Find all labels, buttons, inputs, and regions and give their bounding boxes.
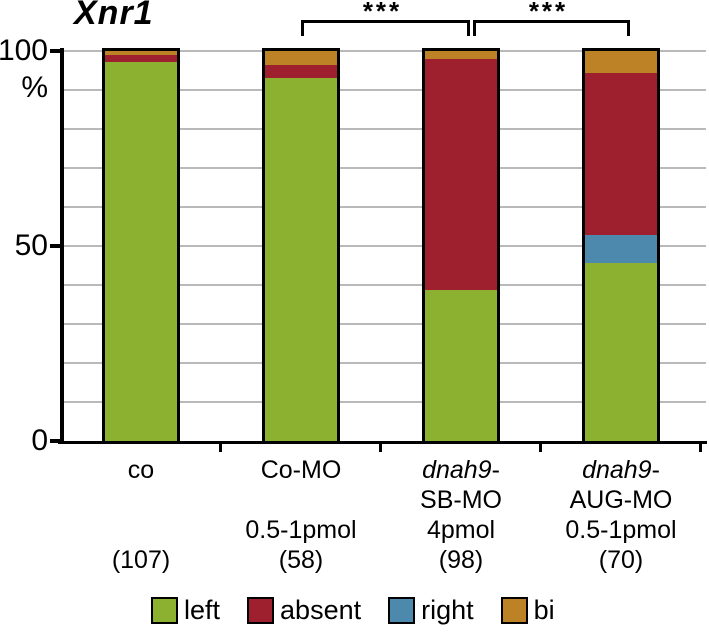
gridline-100: [60, 50, 706, 52]
y-tick-50: [50, 244, 60, 248]
legend-item-absent: absent: [247, 596, 361, 624]
x-label-text: (107): [111, 546, 171, 574]
bar-segment-absent-dnah9-SB-MO: [425, 58, 497, 290]
x-label-text: -: [651, 456, 660, 484]
legend-swatch-right: [388, 596, 416, 624]
significance-stars-1: ***: [362, 0, 403, 26]
bar-segment-absent-co: [105, 54, 177, 62]
bar-segment-bi-dnah9-AUG-MO: [585, 51, 657, 74]
x-label-co: co (107): [61, 455, 221, 575]
x-tick-2: [379, 441, 382, 452]
legend-label-right: right: [421, 595, 474, 625]
gridline-40: [60, 284, 706, 286]
x-label-text: 0.5-1pmol: [245, 516, 357, 544]
significance-stars-2: ***: [528, 0, 569, 26]
x-label-text: 4pmol: [426, 516, 496, 544]
y-axis-label-100: 100: [0, 34, 48, 67]
legend-label-absent: absent: [280, 595, 362, 625]
x-axis-line: [58, 441, 707, 444]
y-axis-line: [60, 48, 64, 444]
legend-label-bi: bi: [533, 595, 555, 625]
gridline-70: [60, 167, 706, 169]
bar-dnah9-AUG-MO: [582, 48, 660, 444]
x-label-text: (58): [278, 546, 324, 574]
x-tick-1: [219, 441, 222, 452]
bar-segment-bi-Co-MO: [265, 51, 337, 65]
bar-segment-left-dnah9-AUG-MO: [585, 262, 657, 441]
legend-swatch-absent: [247, 596, 275, 624]
x-label-co-row-4: (107): [61, 545, 221, 575]
bar-segment-bi-dnah9-SB-MO: [425, 51, 497, 59]
gridline-90: [60, 89, 706, 91]
bar-Co-MO: [262, 48, 340, 444]
x-label-Co-MO: Co-MO 0.5-1pmol (58): [221, 455, 381, 575]
legend-swatch-bi: [500, 596, 528, 624]
gridline-50: [60, 245, 706, 247]
x-label-text: -: [491, 456, 500, 484]
bar-segment-absent-dnah9-AUG-MO: [585, 73, 657, 236]
x-label-text: 0.5-1pmol: [565, 516, 677, 544]
y-axis-unit-percent: %: [21, 71, 48, 104]
x-label-Co-MO-row-4: (58): [221, 545, 381, 575]
legend: left absent right bi: [151, 596, 555, 624]
significance-bracket-1: [301, 20, 470, 36]
legend-swatch-left: [151, 596, 178, 624]
bar-co: [102, 48, 180, 444]
gridline-10: [60, 401, 706, 403]
x-label-text: SB-MO: [420, 486, 502, 514]
x-label-text: Co-MO: [260, 456, 342, 484]
x-tick-3: [539, 441, 542, 452]
x-label-dnah9-AUG-MO-row-2: AUG-MO: [541, 485, 701, 515]
bar-dnah9-SB-MO: [422, 48, 500, 444]
x-label-dnah9-SB-MO-row-1: dnah9-: [381, 455, 541, 485]
x-label-co-row-1: co: [61, 455, 221, 485]
x-label-text: dnah9: [422, 456, 492, 484]
chart-title: Xnr1: [74, 0, 154, 32]
x-label-co-row-2: [61, 485, 221, 515]
x-label-text: (70): [598, 546, 644, 574]
x-label-dnah9-AUG-MO-row-4: (70): [541, 545, 701, 575]
x-label-co-row-3: [61, 515, 221, 545]
gridline-80: [60, 128, 706, 130]
bar-segment-left-Co-MO: [265, 78, 337, 441]
legend-label-left: left: [184, 595, 221, 625]
gridline-60: [60, 206, 706, 208]
x-label-dnah9-AUG-MO-row-1: dnah9-: [541, 455, 701, 485]
x-label-dnah9-AUG-MO-row-3: 0.5-1pmol: [541, 515, 701, 545]
x-label-dnah9-SB-MO-row-4: (98): [381, 545, 541, 575]
x-label-Co-MO-row-1: Co-MO: [221, 455, 381, 485]
gridline-20: [60, 362, 706, 364]
y-axis-label-0: 0: [31, 424, 48, 457]
x-label-dnah9-SB-MO: dnah9- SB-MO 4pmol (98): [381, 455, 541, 575]
x-label-Co-MO-row-2: [221, 485, 381, 515]
bar-segment-left-co: [105, 61, 177, 441]
x-tick-4: [699, 441, 702, 452]
bar-segment-absent-Co-MO: [265, 64, 337, 78]
x-label-dnah9-SB-MO-row-2: SB-MO: [381, 485, 541, 515]
y-tick-100: [50, 49, 60, 53]
legend-item-right: right: [388, 596, 474, 624]
x-label-dnah9-AUG-MO: dnah9- AUG-MO 0.5-1pmol (70): [541, 455, 701, 575]
x-label-text: co: [127, 456, 155, 484]
significance-bracket-2: [473, 20, 630, 36]
bar-segment-bi-co: [105, 51, 177, 55]
x-label-text: (98): [438, 546, 484, 574]
bar-segment-right-dnah9-AUG-MO: [585, 235, 657, 263]
y-tick-0: [50, 439, 60, 443]
y-axis-label-50: 50: [14, 229, 48, 262]
x-label-Co-MO-row-3: 0.5-1pmol: [221, 515, 381, 545]
x-label-text: AUG-MO: [569, 486, 673, 514]
bar-segment-left-dnah9-SB-MO: [425, 289, 497, 441]
legend-item-bi: bi: [500, 595, 555, 625]
legend-item-left: left: [151, 596, 220, 624]
x-label-text: dnah9: [582, 456, 652, 484]
x-label-dnah9-SB-MO-row-3: 4pmol: [381, 515, 541, 545]
gridline-30: [60, 323, 706, 325]
